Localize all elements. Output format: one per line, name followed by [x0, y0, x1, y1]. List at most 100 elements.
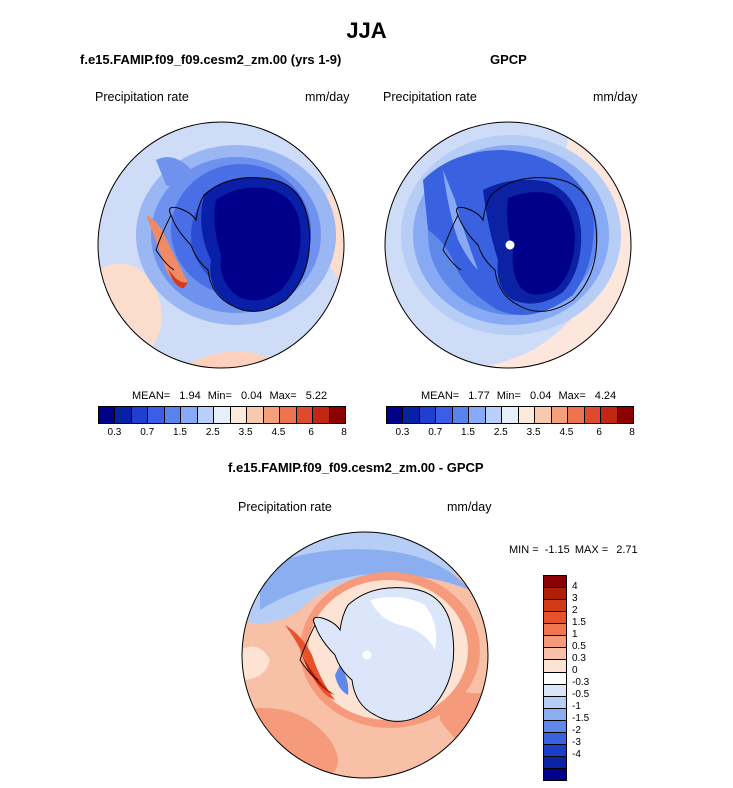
panel-3-colorbar-swatch [544, 683, 566, 696]
panel-2-colorbar-tick-label: 3.5 [526, 427, 541, 438]
panel-1-variable-label: Precipitation rate [95, 90, 189, 104]
panel-2-min-label: Min= [496, 390, 521, 402]
panel-2-colorbar-swatch [534, 407, 551, 423]
panel-2-colorbar-swatch [484, 407, 502, 423]
panel-1-colorbar-ticks: 0.3 0.7 1.5 2.5 3.5 4.5 6 8 [98, 427, 347, 441]
panel-1-colorbar-tick-label: 8 [341, 427, 347, 438]
panel-2-colorbar-tick-label: 6 [596, 427, 602, 438]
panel-1-max-value: 5.22 [305, 390, 328, 402]
panel-1-colorbar-swatch [328, 407, 346, 423]
panel-2-colorbar-tick-label: 1.5 [461, 427, 475, 438]
panel-1-colorbar-swatch [147, 407, 164, 423]
panel-3-colorbar-swatch [544, 707, 566, 720]
panel-2-colorbar-swatch [550, 407, 568, 423]
panel-2-colorbar-swatch [402, 407, 419, 423]
panel-3-colorbar-tick-label: 2 [572, 605, 578, 616]
panel-3-max-label: MAX = [574, 544, 609, 556]
panel-3-min-value: -1.15 [544, 544, 570, 556]
panel-2-colorbar-swatch [387, 407, 403, 423]
panel-2-max-value: 4.24 [594, 390, 617, 402]
panel-2-min-value: 0.04 [529, 390, 552, 402]
panel-1-colorbar-tick-label: 0.3 [107, 427, 122, 438]
panel-3-colorbar-swatch [544, 587, 566, 600]
panel-1-colorbar-swatch [229, 407, 247, 423]
panel-1-colorbar-swatch [163, 407, 181, 423]
panel-2-colorbar-swatch [517, 407, 535, 423]
panel-1-units-label: mm/day [305, 90, 350, 104]
panel-3-units-label: mm/day [447, 500, 492, 514]
panel-3-colorbar-swatch [544, 623, 566, 636]
panel-1-colorbar-tick-label: 2.5 [205, 427, 220, 438]
panel-3-colorbar-swatch [544, 635, 566, 648]
panel-1-colorbar-tick-label: 6 [308, 427, 314, 438]
panel-3-colorbar-tick-label: -2 [572, 725, 581, 736]
panel-3-colorbar-tick-label: 1 [572, 629, 578, 640]
panel-1-min-label: Min= [207, 390, 232, 402]
panel-3-max-value: 2.71 [616, 544, 638, 556]
panel-1-colorbar-swatch [114, 407, 131, 423]
panel-1-max-label: Max= [269, 390, 297, 402]
panel-3-colorbar-tick-label: 1.5 [572, 617, 586, 628]
figure-title: JJA [346, 18, 387, 43]
panel-1-stats: MEAN= 1.94 Min= 0.04 Max= 5.22 [132, 390, 327, 402]
panel-1-title: f.e15.FAMIP.f09_f09.cesm2_zm.00 (yrs 1-9… [80, 52, 342, 67]
panel-1-colorbar-tick-label: 0.7 [140, 427, 155, 438]
panel-2-max-label: Max= [558, 390, 586, 402]
panel-1-colorbar-swatch [180, 407, 197, 423]
panel-3-colorbar-ticks: 4 3 2 1.5 1 0.5 0.3 0 -0.3 -0.5 -1 -1.5 -2 -3 -4 [570, 575, 610, 779]
panel-3-colorbar-swatch [544, 719, 566, 732]
panel-3-polar-map [241, 531, 489, 779]
panel-3-colorbar-swatch [544, 659, 566, 672]
panel-2-colorbar-tick-label: 0.3 [395, 427, 410, 438]
panel-3-min-label: MIN = [509, 544, 539, 556]
panel-2-mean-label: MEAN= [421, 390, 460, 402]
panel-2-colorbar-swatch [418, 407, 436, 423]
panel-1-colorbar-tick-label: 1.5 [173, 427, 187, 438]
panel-1-colorbar-swatch [262, 407, 280, 423]
panel-1-colorbar-swatch [213, 407, 230, 423]
panel-2-colorbar-tick-label: 2.5 [493, 427, 508, 438]
panel-1-colorbar-swatch [295, 407, 313, 423]
panel-2-units-label: mm/day [593, 90, 638, 104]
panel-3-colorbar-swatch [544, 576, 566, 588]
panel-1-colorbar-swatch [196, 407, 214, 423]
panel-1-polar-map [97, 121, 345, 369]
panel-3-colorbar-tick-label: 3 [572, 593, 578, 604]
panel-2-colorbar-swatch [451, 407, 469, 423]
panel-3-colorbar-swatch [544, 755, 566, 768]
panel-3-colorbar-swatch [544, 611, 566, 624]
panel-3-colorbar-tick-label: 0.5 [572, 641, 586, 652]
panel-3-colorbar-swatch [544, 731, 566, 744]
panel-2-colorbar-tick-label: 4.5 [559, 427, 574, 438]
panel-3-colorbar-swatch [544, 743, 566, 756]
panel-3-colorbar-tick-label: -1 [572, 701, 581, 712]
panel-3-colorbar-tick-label: 0.3 [572, 653, 586, 664]
panel-2-colorbar-tick-label: 0.7 [428, 427, 443, 438]
panel-3-stats: MIN = -1.15 MAX = 2.71 [509, 544, 638, 556]
panel-1-colorbar-swatch [312, 407, 329, 423]
panel-2-colorbar-swatch [501, 407, 518, 423]
panel-3-colorbar-tick-label: -1.5 [572, 713, 590, 724]
panel-2-mean-value: 1.77 [468, 390, 490, 402]
panel-3-colorbar-tick-label: -0.5 [572, 689, 590, 700]
panel-1-mean-label: MEAN= [132, 390, 171, 402]
panel-2-colorbar-swatch [583, 407, 601, 423]
panel-2-polar-map [384, 121, 632, 369]
panel-1-colorbar-swatch [99, 407, 115, 423]
panel-3-colorbar [543, 575, 567, 781]
panel-2-colorbar-ticks: 0.3 0.7 1.5 2.5 3.5 4.5 6 8 [386, 427, 635, 441]
panel-2-stats: MEAN= 1.77 Min= 0.04 Max= 4.24 [421, 390, 616, 402]
panel-2-colorbar-tick-label: 8 [629, 427, 635, 438]
panel-1-min-value: 0.04 [240, 390, 263, 402]
panel-3-variable-label: Precipitation rate [238, 500, 332, 514]
panel-3-colorbar-tick-label: -4 [572, 749, 581, 760]
panel-1-colorbar-tick-label: 4.5 [271, 427, 286, 438]
panel-3-colorbar-swatch [544, 671, 566, 684]
panel-3-colorbar-tick-label: 0 [572, 665, 578, 676]
panel-1-colorbar-swatch [130, 407, 148, 423]
panel-3-colorbar-swatch [544, 647, 566, 660]
panel-3-colorbar-tick-label: -3 [572, 737, 581, 748]
panel-2-variable-label: Precipitation rate [383, 90, 477, 104]
panel-2-colorbar-swatch [567, 407, 584, 423]
panel-2-colorbar-swatch [616, 407, 634, 423]
